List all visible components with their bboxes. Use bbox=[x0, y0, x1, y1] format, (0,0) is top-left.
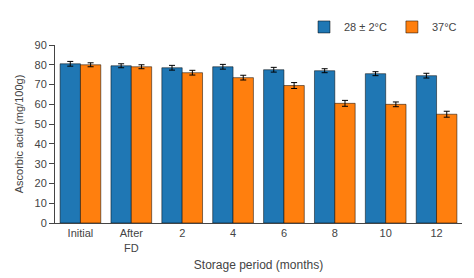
svg-text:AfterFD: AfterFD bbox=[120, 227, 144, 253]
svg-text:Storage period (months): Storage period (months) bbox=[194, 258, 323, 272]
svg-text:Ascorbic acid (mg/100g): Ascorbic acid (mg/100g) bbox=[13, 75, 25, 194]
svg-text:90: 90 bbox=[35, 39, 47, 51]
svg-text:10: 10 bbox=[380, 227, 392, 239]
svg-text:40: 40 bbox=[35, 138, 47, 150]
svg-text:50: 50 bbox=[35, 118, 47, 130]
svg-text:Initial: Initial bbox=[68, 227, 94, 239]
svg-text:28 ± 2°C: 28 ± 2°C bbox=[344, 21, 387, 33]
svg-text:6: 6 bbox=[281, 227, 287, 239]
svg-text:30: 30 bbox=[35, 158, 47, 170]
svg-text:0: 0 bbox=[41, 217, 47, 229]
svg-text:10: 10 bbox=[35, 197, 47, 209]
svg-text:2: 2 bbox=[179, 227, 185, 239]
svg-text:20: 20 bbox=[35, 177, 47, 189]
svg-text:8: 8 bbox=[332, 227, 338, 239]
svg-text:80: 80 bbox=[35, 59, 47, 71]
svg-text:70: 70 bbox=[35, 78, 47, 90]
svg-text:12: 12 bbox=[430, 227, 442, 239]
svg-text:60: 60 bbox=[35, 98, 47, 110]
svg-text:4: 4 bbox=[230, 227, 236, 239]
svg-text:37°C: 37°C bbox=[432, 21, 457, 33]
